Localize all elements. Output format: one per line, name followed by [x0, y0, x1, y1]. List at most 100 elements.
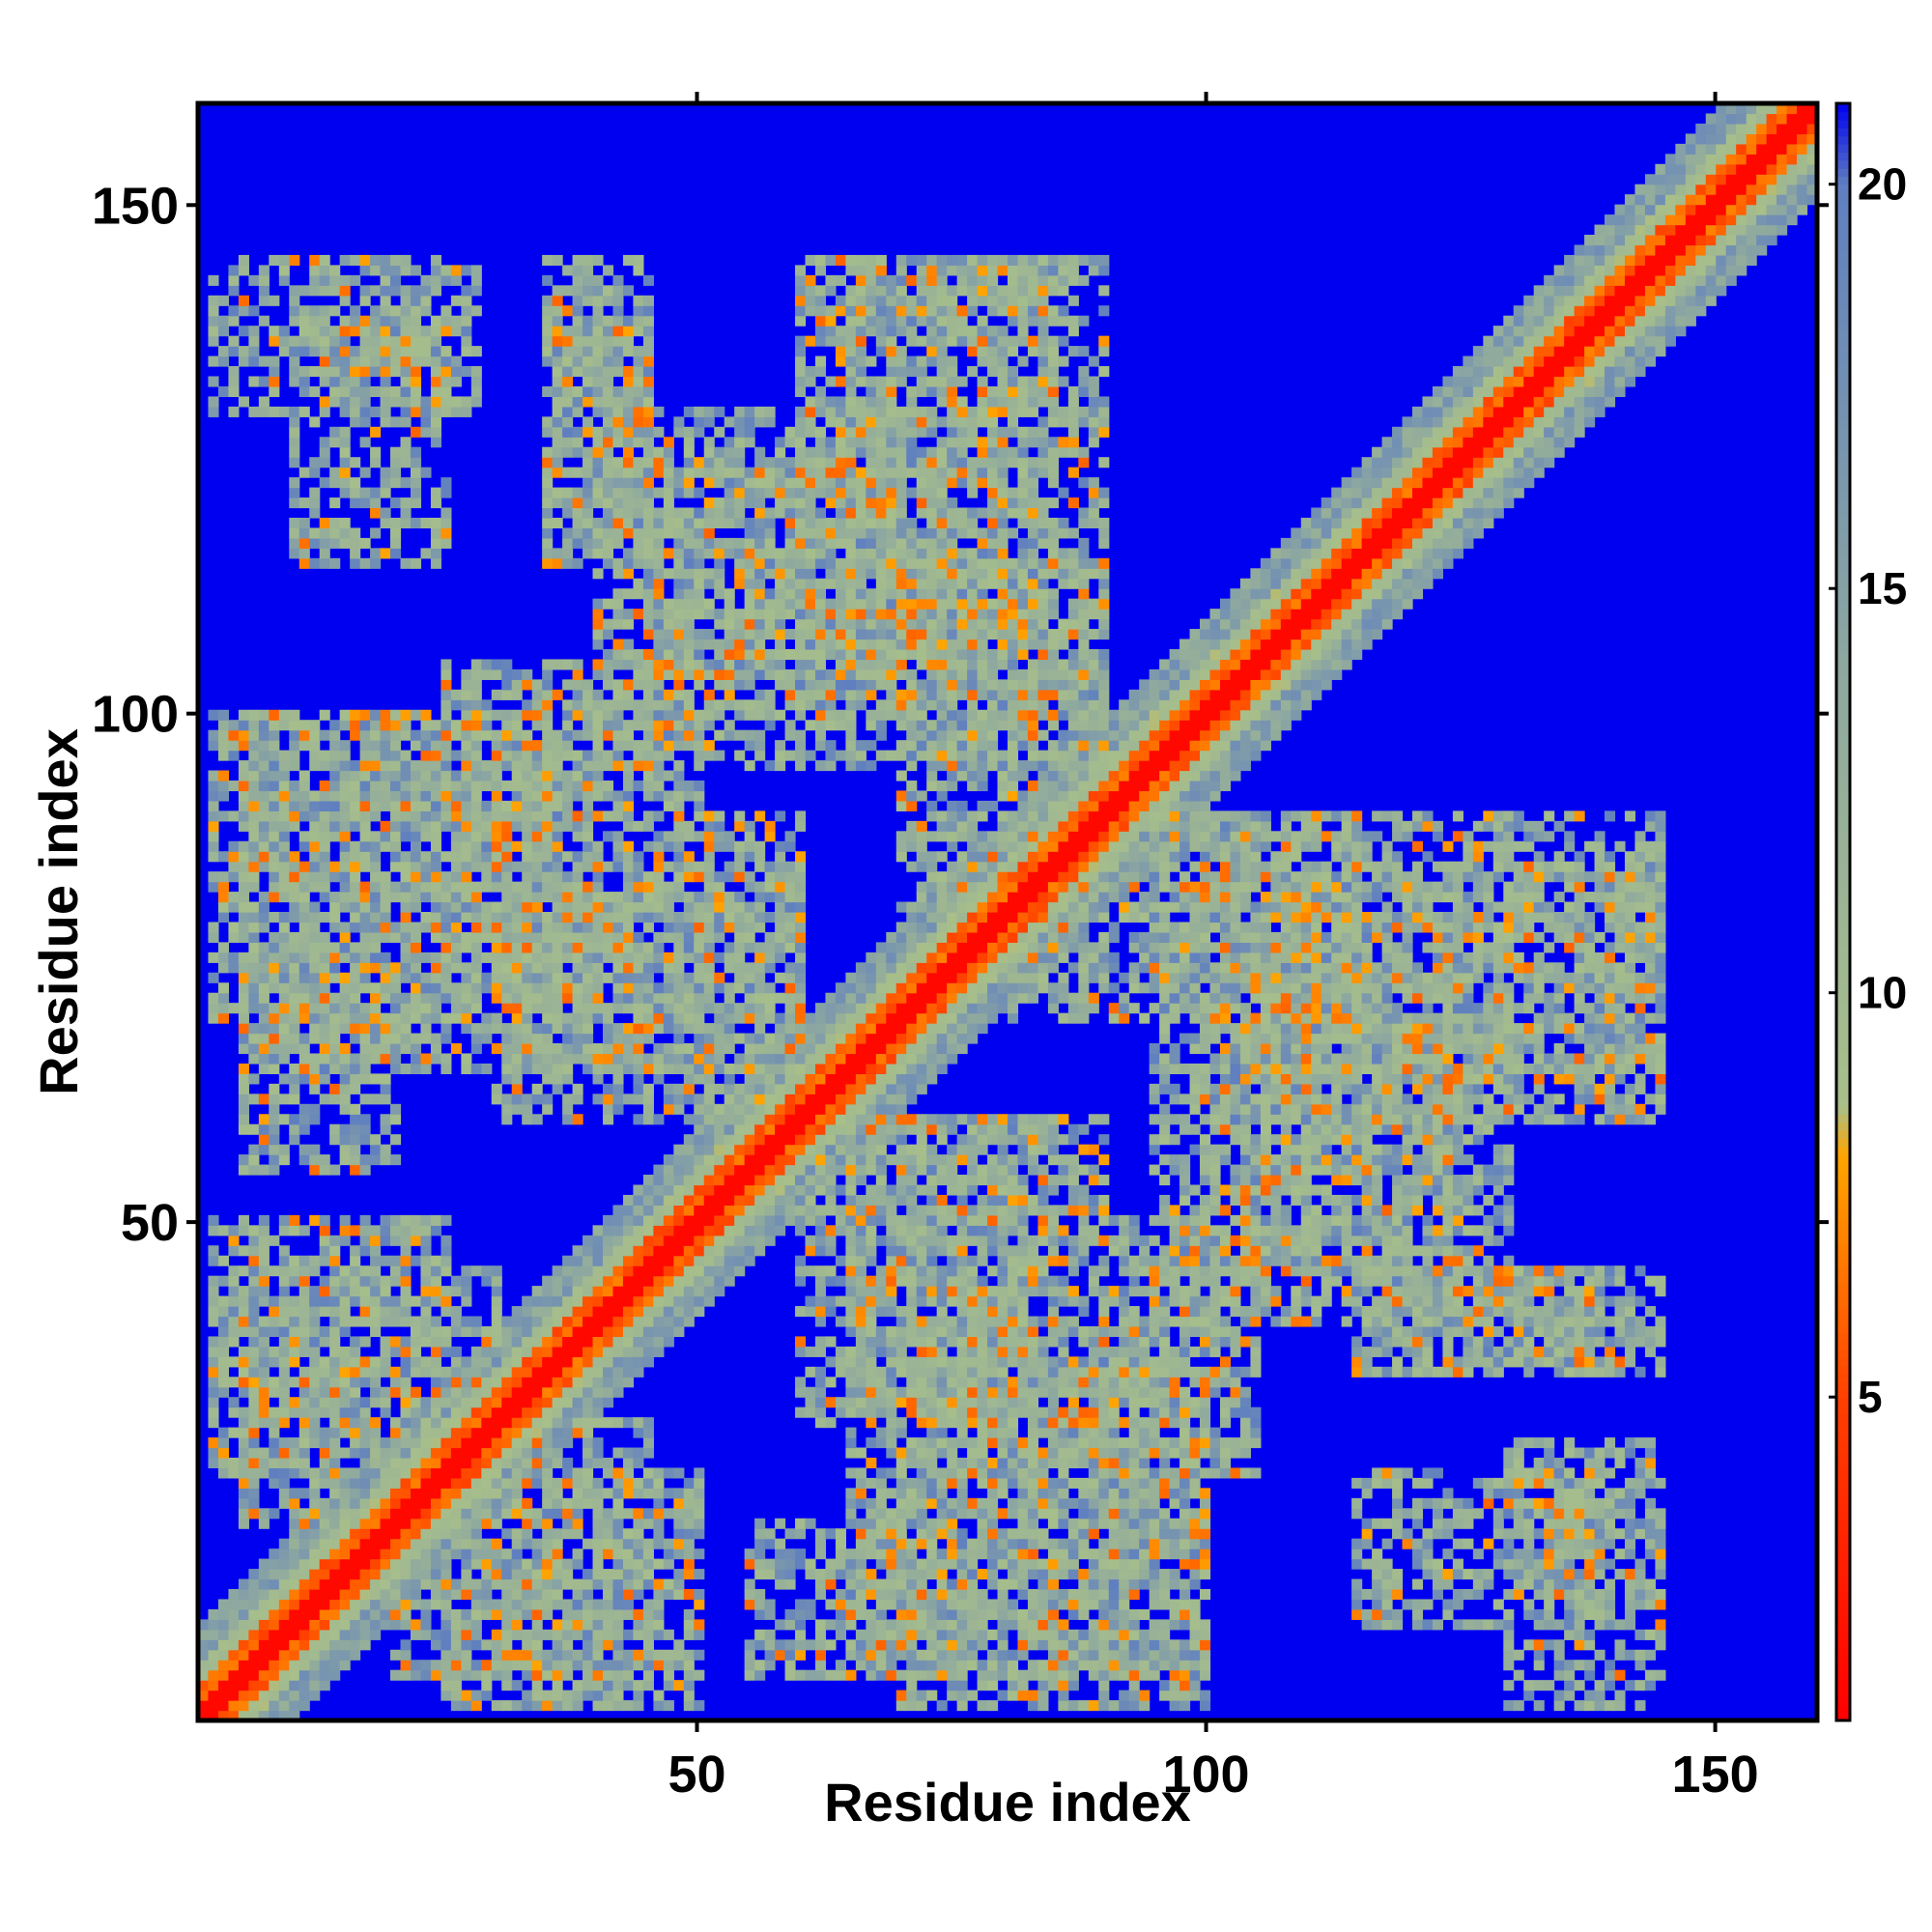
heatmap-cell	[370, 729, 382, 741]
heatmap-cell	[269, 1437, 280, 1449]
heatmap-cell	[450, 1477, 462, 1489]
heatmap-cell	[339, 326, 351, 337]
heatmap-cell	[410, 1386, 422, 1398]
heatmap-cell	[289, 457, 300, 469]
heatmap-cell	[744, 1639, 755, 1651]
heatmap-cell	[298, 1043, 310, 1055]
heatmap-cell	[714, 426, 725, 438]
heatmap-cell	[673, 618, 685, 630]
heatmap-cell	[552, 1336, 563, 1348]
heatmap-cell	[582, 1599, 594, 1610]
heatmap-cell	[724, 1114, 735, 1125]
heatmap-cell	[370, 1386, 382, 1398]
heatmap-cell	[501, 1377, 513, 1388]
heatmap-cell	[329, 1245, 341, 1257]
heatmap-cell	[694, 1205, 705, 1216]
heatmap-cell	[370, 1286, 382, 1297]
heatmap-cell	[633, 1588, 644, 1601]
heatmap-cell	[612, 1690, 624, 1701]
heatmap-cell	[522, 679, 533, 691]
heatmap-cell	[744, 406, 755, 417]
heatmap-cell	[420, 1286, 432, 1297]
heatmap-cell	[562, 487, 574, 498]
heatmap-cell	[329, 1629, 341, 1640]
heatmap-cell	[258, 1457, 270, 1469]
heatmap-cell	[511, 1427, 523, 1438]
heatmap-cell	[744, 517, 755, 529]
heatmap-cell	[622, 912, 635, 923]
heatmap-cell	[430, 265, 441, 276]
heatmap-cell	[582, 457, 594, 469]
heatmap-cell	[440, 1063, 452, 1074]
heatmap-cell	[238, 1225, 249, 1236]
heatmap-cell	[359, 729, 371, 741]
heatmap-cell	[622, 426, 635, 438]
heatmap-cell	[552, 487, 563, 498]
heatmap-cell	[734, 1103, 746, 1115]
heatmap-cell	[269, 254, 280, 266]
heatmap-cell	[228, 861, 240, 872]
heatmap-cell	[359, 1397, 371, 1408]
heatmap-cell	[359, 1406, 371, 1418]
heatmap-cell	[278, 1346, 290, 1357]
heatmap-cell	[359, 1316, 371, 1327]
heatmap-cell	[694, 416, 705, 428]
heatmap-cell	[744, 609, 755, 620]
heatmap-cell	[298, 1690, 310, 1701]
heatmap-cell	[329, 376, 341, 387]
heatmap-cell	[642, 992, 654, 1004]
heatmap-cell	[238, 912, 249, 923]
heatmap-cell	[258, 892, 270, 903]
heatmap-cell	[420, 871, 432, 883]
heatmap-cell	[238, 1003, 249, 1014]
heatmap-cell	[309, 366, 321, 378]
heatmap-cell	[450, 1306, 462, 1318]
heatmap-cell	[258, 1144, 270, 1155]
heatmap-cell	[663, 952, 674, 963]
heatmap-cell	[329, 477, 341, 489]
heatmap-cell	[724, 497, 735, 509]
heatmap-cell	[582, 760, 594, 772]
heatmap-cell	[410, 962, 422, 974]
heatmap-cell	[390, 982, 402, 994]
heatmap-cell	[592, 1417, 604, 1429]
heatmap-cell	[592, 1477, 604, 1489]
heatmap-cell	[319, 851, 330, 863]
heatmap-cell	[238, 901, 249, 913]
heatmap-cell	[329, 942, 341, 953]
heatmap-cell	[450, 1488, 462, 1499]
heatmap-cell	[683, 1669, 695, 1681]
heatmap-cell	[440, 1538, 452, 1549]
heatmap-cell	[562, 931, 574, 943]
heatmap-cell	[208, 355, 219, 367]
heatmap-cell	[633, 1325, 644, 1338]
heatmap-cell	[552, 416, 563, 428]
heatmap-cell	[572, 1316, 583, 1327]
heatmap-cell	[501, 851, 513, 863]
heatmap-cell	[633, 265, 644, 276]
heatmap-cell	[582, 1660, 594, 1671]
heatmap-cell	[298, 1386, 310, 1398]
heatmap-cell	[653, 770, 665, 781]
heatmap-cell	[653, 881, 665, 893]
heatmap-cell	[724, 1235, 735, 1246]
heatmap-cell	[370, 1235, 382, 1246]
heatmap-cell	[410, 1012, 422, 1024]
heatmap-cell	[481, 729, 493, 741]
heatmap-cell	[370, 720, 382, 731]
heatmap-cell	[380, 729, 391, 741]
heatmap-cell	[714, 588, 725, 600]
heatmap-cell	[653, 1578, 665, 1590]
heatmap-cell	[582, 1669, 594, 1681]
heatmap-cell	[329, 497, 341, 509]
heatmap-cell	[258, 1386, 270, 1398]
heatmap-cell	[370, 426, 382, 438]
heatmap-cell	[420, 972, 432, 983]
heatmap-cell	[642, 720, 654, 731]
heatmap-cell	[714, 1123, 725, 1135]
heatmap-cell	[734, 507, 746, 519]
heatmap-cell	[653, 1528, 665, 1540]
heatmap-cell	[694, 629, 705, 640]
heatmap-cell	[663, 1295, 674, 1307]
